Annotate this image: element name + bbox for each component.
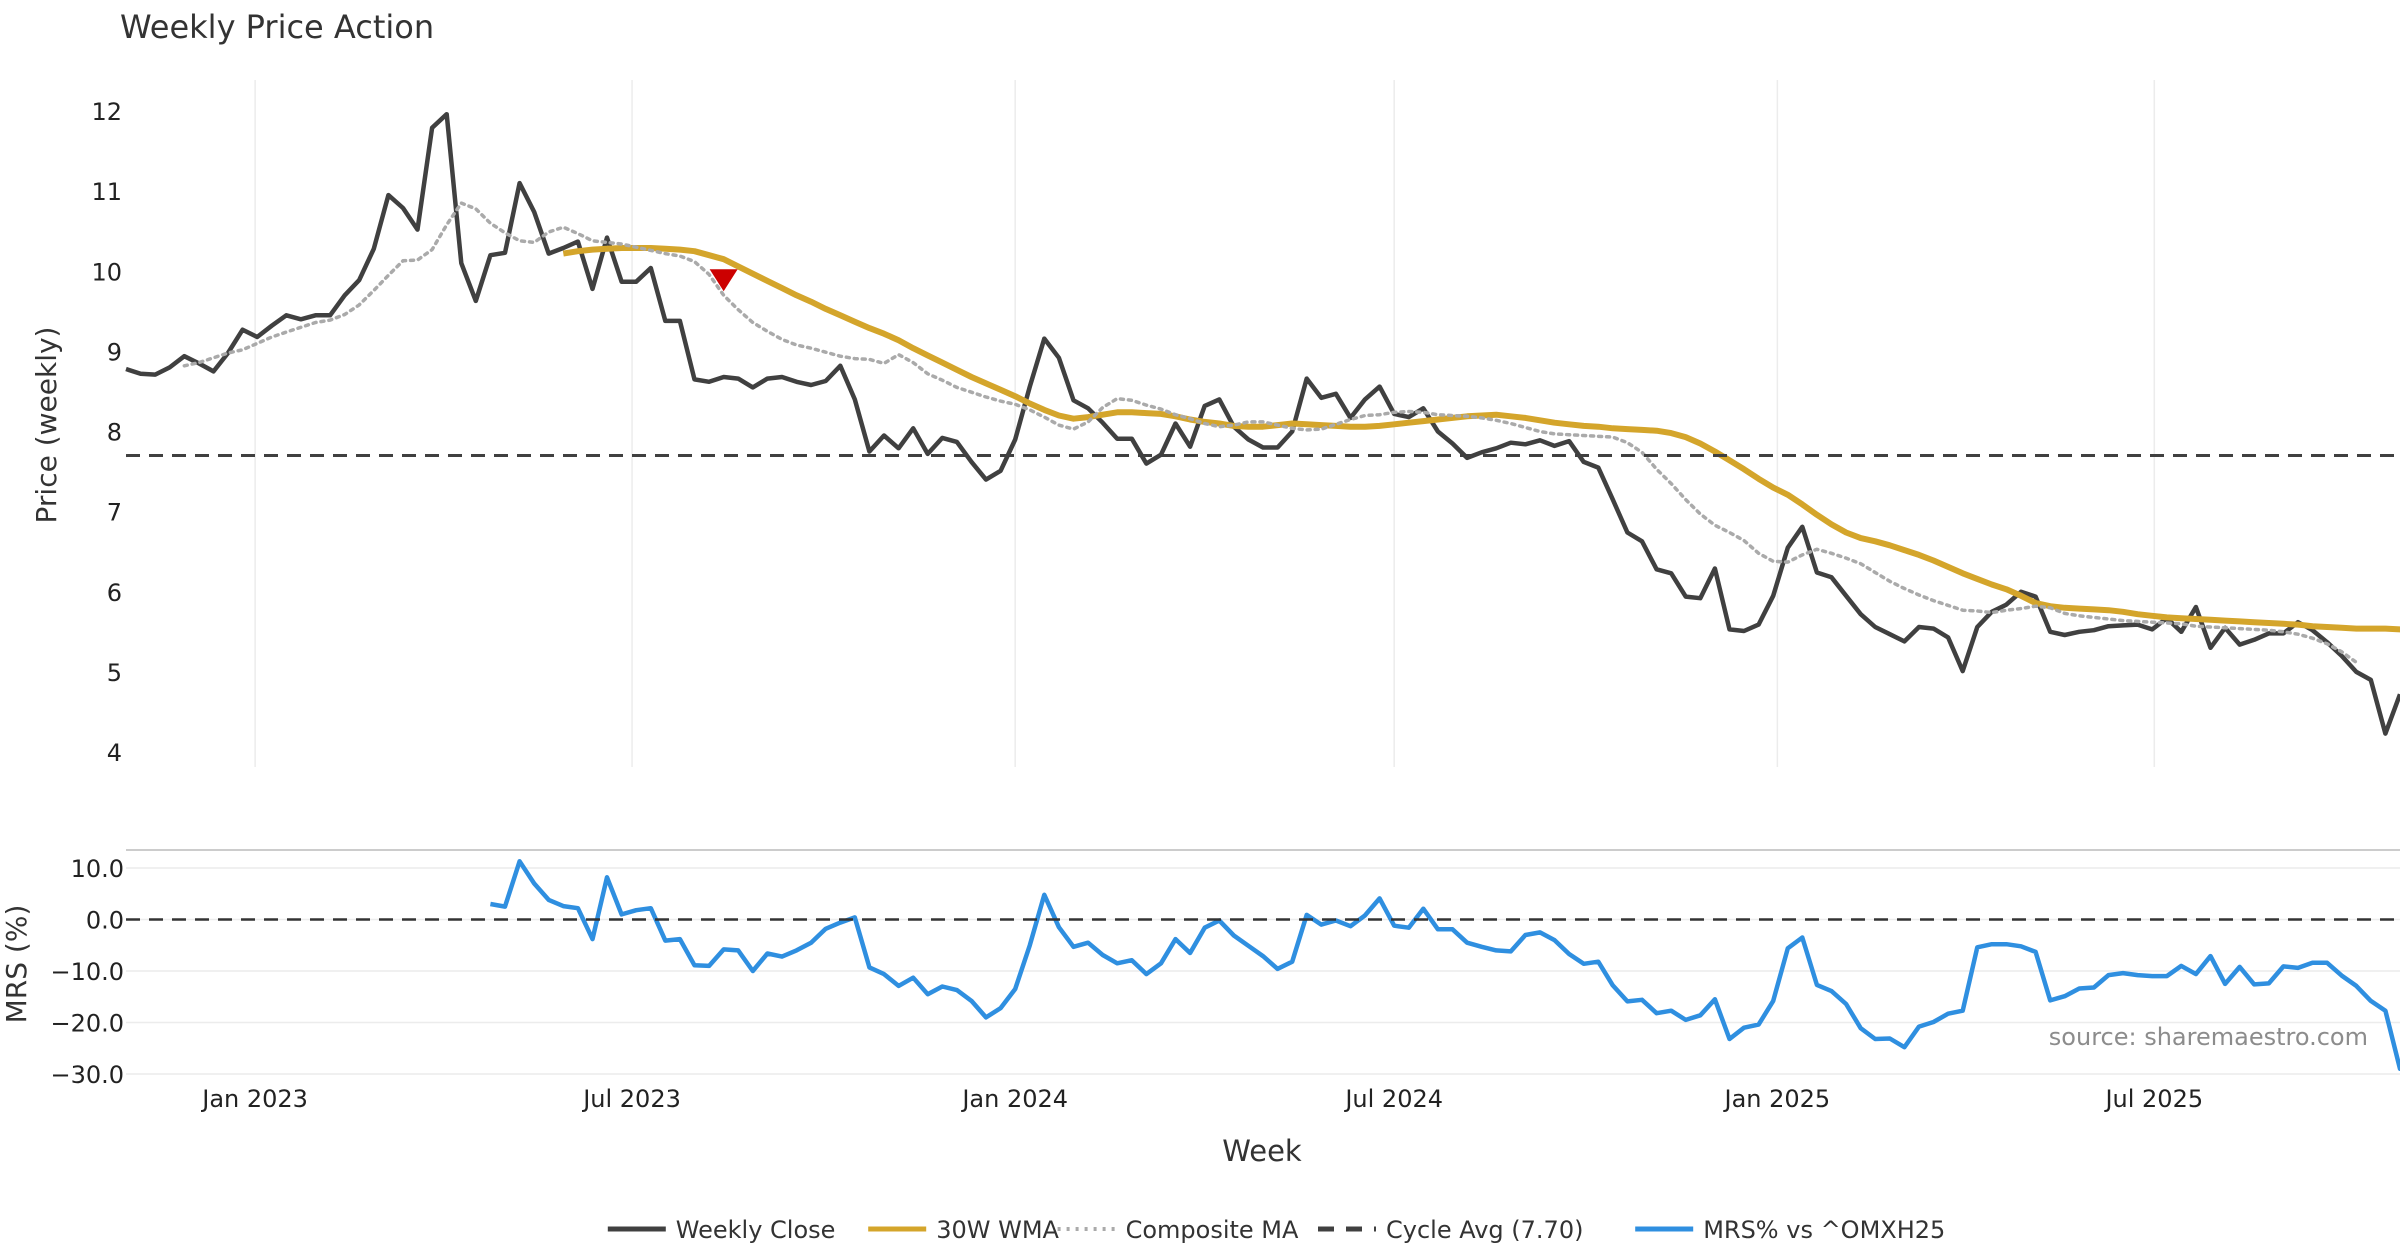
x-ticks: Jan 2023 Jul 2023 Jan 2024 Jul 2024 Jan 2025… — [200, 1085, 2203, 1113]
y-tick-label: −10.0 — [50, 958, 124, 986]
source-annotation: source: sharemaestro.com — [2049, 1023, 2368, 1051]
legend-label: Cycle Avg (7.70) — [1386, 1216, 1583, 1244]
y-tick-label: 12 — [91, 98, 122, 126]
y-tick-label: 4 — [107, 739, 122, 767]
x-tick-label: Jan 2024 — [960, 1085, 1068, 1113]
y-tick-label: 10.0 — [71, 855, 124, 883]
x-tick-label: Jul 2023 — [581, 1085, 681, 1113]
y-tick-label: 0.0 — [86, 907, 124, 935]
y-tick-label: 10 — [91, 258, 122, 286]
mrs-y-axis-label: MRS (%) — [0, 905, 33, 1024]
price-series — [125, 111, 2400, 736]
y-tick-label: −20.0 — [50, 1010, 124, 1038]
y-tick-label: 6 — [107, 579, 122, 607]
x-tick-label: Jan 2023 — [200, 1085, 308, 1113]
legend-label: Weekly Close — [676, 1216, 836, 1244]
legend-label: MRS% vs ^OMXH25 — [1703, 1216, 1945, 1244]
mrs-series — [126, 859, 2400, 1072]
y-tick-label: 8 — [107, 419, 122, 447]
y-tick-label: 7 — [107, 499, 122, 527]
series-line-composite-ma — [182, 201, 2359, 665]
y-tick-label: 9 — [107, 338, 122, 366]
x-tick-label: Jul 2025 — [2103, 1085, 2203, 1113]
y-tick-label: −30.0 — [50, 1061, 124, 1089]
x-axis-label: Week — [1222, 1134, 1302, 1168]
x-tick-label: Jan 2025 — [1723, 1085, 1831, 1113]
mrs-y-ticks: 10.0 0.0 −10.0 −20.0 −30.0 — [50, 855, 124, 1089]
y-tick-label: 5 — [107, 659, 122, 687]
sell-signal-marker — [709, 269, 738, 292]
price-grid — [254, 80, 2156, 767]
series-line-30w-wma — [562, 245, 2400, 633]
price-y-axis-label: Price (weekly) — [30, 327, 63, 524]
chart-title: Weekly Price Action — [120, 8, 434, 46]
legend-label: Composite MA — [1126, 1216, 1299, 1244]
series-line-weekly-close — [125, 111, 2400, 736]
y-tick-label: 11 — [91, 178, 122, 206]
legend: Weekly Close 30W WMA Composite MA Cycle Avg… — [607, 1216, 1945, 1244]
series-line-mrs-vs-omxh25 — [490, 859, 2400, 1072]
x-tick-label: Jul 2024 — [1343, 1085, 1443, 1113]
price-y-ticks: 4 5 6 7 8 9 10 11 12 — [91, 98, 122, 767]
legend-label: 30W WMA — [936, 1216, 1059, 1244]
